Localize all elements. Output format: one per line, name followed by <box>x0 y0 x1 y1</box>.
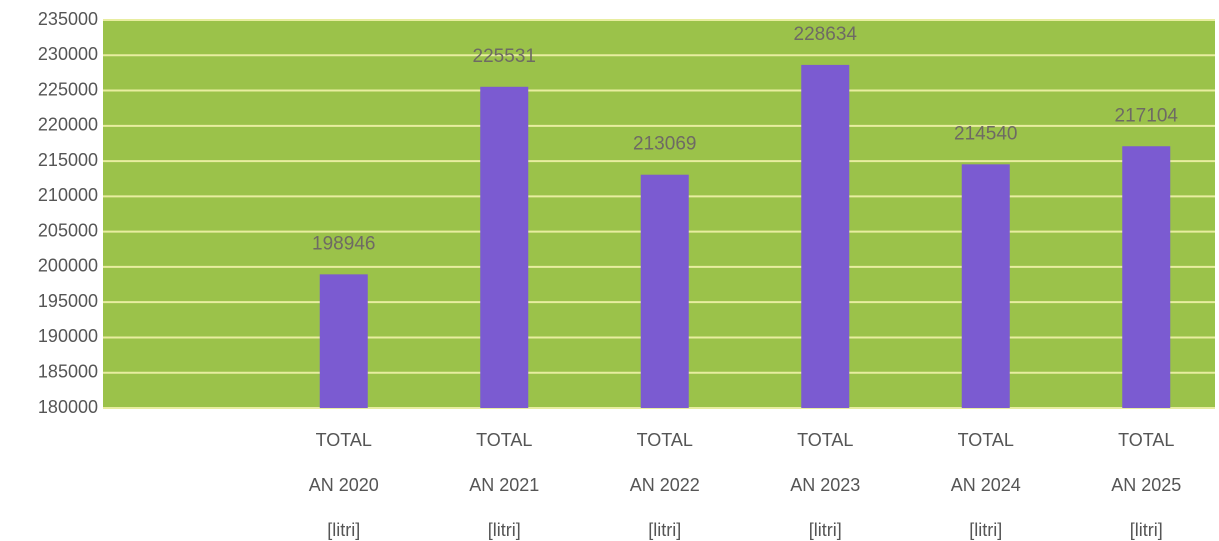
y-tick-label: 205000 <box>38 220 98 240</box>
y-tick-label: 225000 <box>38 79 98 99</box>
y-tick-label: 230000 <box>38 44 98 64</box>
x-tick-label: TOTAL AN 2023 [litri] <box>790 430 861 540</box>
data-label: 228634 <box>794 24 858 45</box>
data-label: 225531 <box>473 46 536 67</box>
x-tick-label: TOTAL AN 2020 [litri] <box>308 430 379 540</box>
bar <box>480 86 529 408</box>
bar <box>961 164 1010 408</box>
bar <box>801 64 850 408</box>
bar <box>640 174 689 408</box>
y-tick-label: 200000 <box>38 256 98 276</box>
x-tick-label: TOTAL AN 2024 [litri] <box>950 430 1021 540</box>
data-label: 213069 <box>633 134 696 155</box>
bar <box>1122 146 1171 408</box>
y-tick-label: 185000 <box>38 361 98 381</box>
data-label: 198946 <box>312 233 375 254</box>
x-tick-label: TOTAL AN 2021 [litri] <box>469 430 540 540</box>
x-tick-label: TOTAL AN 2025 [litri] <box>1111 430 1182 540</box>
bar <box>319 274 368 408</box>
y-tick-label: 190000 <box>38 326 98 346</box>
y-tick-label: 235000 <box>38 9 98 29</box>
data-label: 214540 <box>954 123 1017 144</box>
y-tick-label: 180000 <box>38 397 98 417</box>
y-tick-label: 195000 <box>38 291 98 311</box>
y-tick-label: 220000 <box>38 115 98 135</box>
data-label: 217104 <box>1115 105 1179 126</box>
y-tick-label: 210000 <box>38 185 98 205</box>
y-tick-label: 215000 <box>38 150 98 170</box>
x-tick-label: TOTAL AN 2022 [litri] <box>629 430 700 540</box>
